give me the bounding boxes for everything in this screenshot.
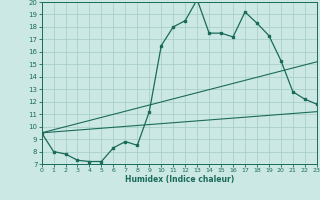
X-axis label: Humidex (Indice chaleur): Humidex (Indice chaleur) — [124, 175, 234, 184]
